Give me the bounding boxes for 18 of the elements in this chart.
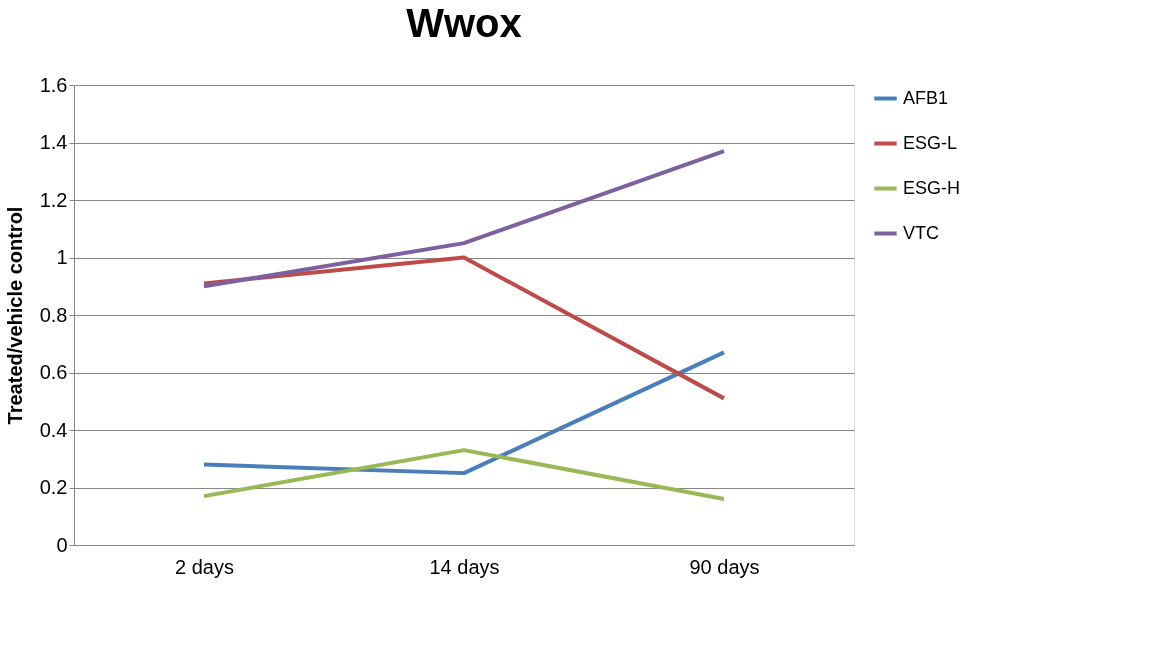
y-tick-label: 0.8 — [39, 303, 68, 326]
chart-title: Wwox — [406, 1, 522, 45]
legend-label: AFB1 — [903, 87, 949, 108]
legend-label: ESG-L — [903, 132, 958, 153]
y-tick-label: 0.4 — [39, 418, 68, 441]
legend-label: ESG-H — [903, 177, 961, 198]
y-tick-label: 1.4 — [39, 131, 68, 153]
y-tick-label: 0.6 — [39, 361, 68, 383]
legend-label: VTC — [903, 222, 939, 243]
y-tick-label: 1.2 — [39, 188, 68, 211]
y-axis-title: Treated/vehicle control — [3, 206, 26, 425]
y-tick-label: 0.2 — [39, 476, 68, 498]
x-tick-label: 2 days — [175, 555, 234, 578]
x-tick-label: 14 days — [429, 555, 500, 578]
y-tick-label: 0 — [56, 533, 68, 556]
y-tick-label: 1.6 — [39, 73, 68, 96]
y-tick-label: 1 — [56, 246, 68, 268]
x-tick-label: 90 days — [689, 555, 760, 578]
